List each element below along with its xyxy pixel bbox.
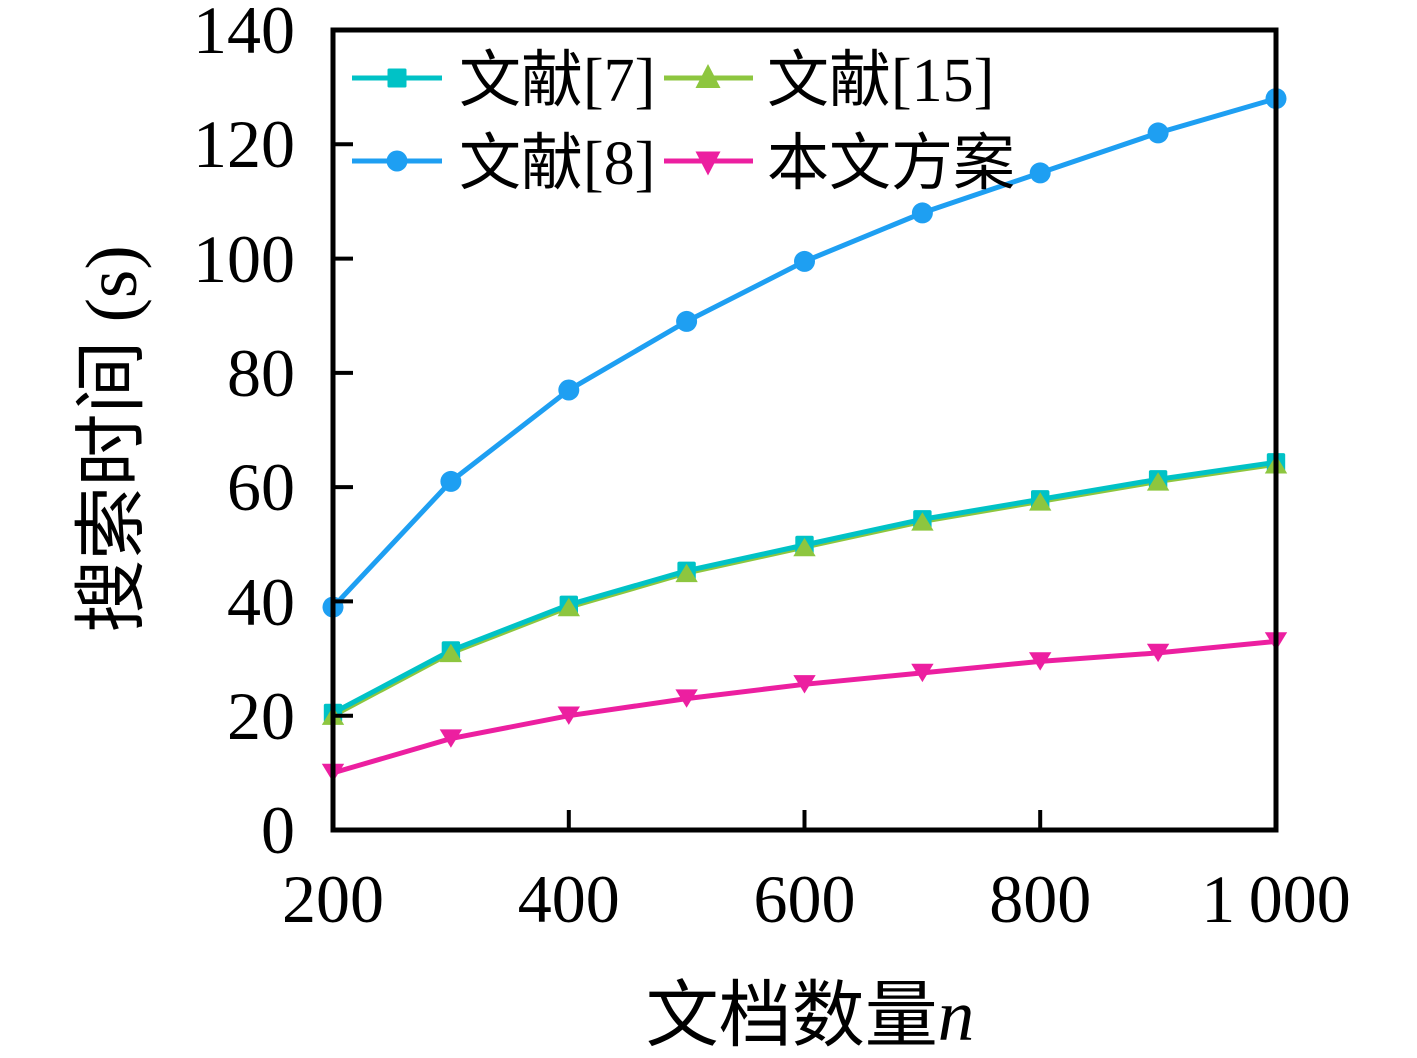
svg-text:120: 120 bbox=[193, 106, 295, 182]
svg-text:20: 20 bbox=[227, 678, 295, 754]
svg-text:1 000: 1 000 bbox=[1201, 861, 1351, 937]
svg-text:40: 40 bbox=[227, 564, 295, 640]
svg-text:400: 400 bbox=[518, 861, 620, 937]
svg-text:200: 200 bbox=[282, 861, 384, 937]
svg-text:文档数量n: 文档数量n bbox=[646, 975, 975, 1056]
svg-text:文献[8]: 文献[8] bbox=[459, 130, 655, 198]
svg-text:文献[15]: 文献[15] bbox=[767, 47, 994, 115]
svg-text:0: 0 bbox=[261, 792, 295, 868]
svg-text:本文方案: 本文方案 bbox=[767, 130, 1015, 198]
svg-text:800: 800 bbox=[989, 861, 1091, 937]
svg-text:100: 100 bbox=[193, 221, 295, 297]
svg-text:140: 140 bbox=[193, 0, 295, 68]
svg-text:60: 60 bbox=[227, 449, 295, 525]
svg-text:600: 600 bbox=[754, 861, 856, 937]
svg-text:80: 80 bbox=[227, 335, 295, 411]
svg-text:文献[7]: 文献[7] bbox=[459, 47, 655, 115]
